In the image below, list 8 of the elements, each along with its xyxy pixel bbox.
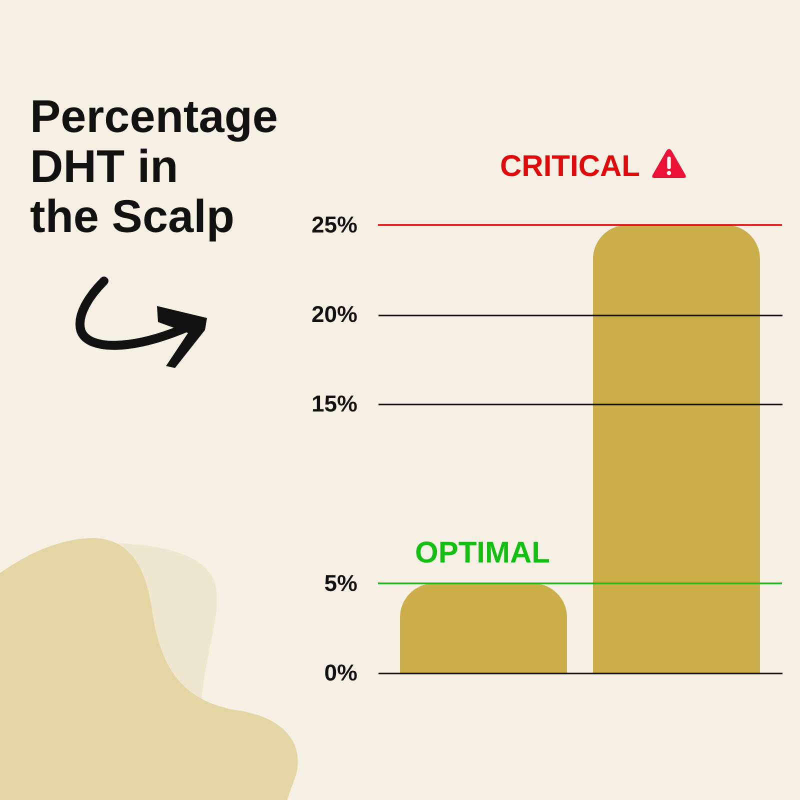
y-tick-label: 20%: [311, 301, 358, 328]
ref-line-label: CRITICAL: [500, 150, 640, 183]
y-tick-label: 0%: [324, 660, 358, 686]
y-tick-label: 5%: [324, 570, 358, 596]
ref-line-label: OPTIMAL: [415, 536, 550, 570]
y-tick-label: 15%: [311, 390, 358, 417]
chart-title: Percentage DHT in the Scalp: [30, 90, 278, 242]
y-tick-label: 25%: [311, 212, 358, 238]
